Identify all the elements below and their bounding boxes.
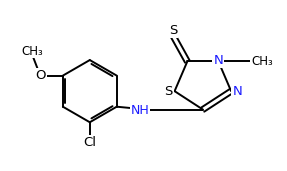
Text: O: O — [35, 69, 46, 82]
Text: N: N — [232, 85, 242, 98]
Text: S: S — [169, 24, 177, 37]
Text: CH₃: CH₃ — [21, 44, 43, 57]
Text: N: N — [214, 54, 223, 67]
Text: CH₃: CH₃ — [251, 55, 273, 68]
Text: Cl: Cl — [83, 136, 96, 149]
Text: NH: NH — [131, 104, 150, 117]
Text: S: S — [164, 85, 172, 98]
